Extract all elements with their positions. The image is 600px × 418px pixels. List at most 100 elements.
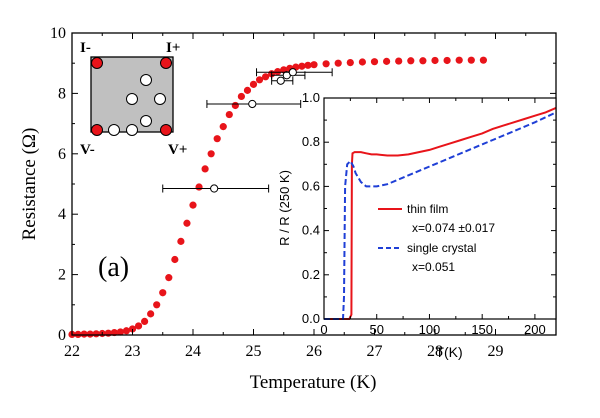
main-y-tick-label: 6 xyxy=(58,146,66,163)
resistance-data-point xyxy=(237,92,245,101)
white-contact xyxy=(140,74,152,86)
white-contact xyxy=(140,115,152,127)
resistance-data-point xyxy=(141,317,149,326)
resistance-data-point xyxy=(262,73,270,81)
diagram-label-v-minus: V- xyxy=(80,142,95,158)
resistance-data-point xyxy=(443,56,451,65)
white-contact xyxy=(126,93,138,105)
inset-y-tick-label: 1.0 xyxy=(302,90,320,105)
resistance-data-point xyxy=(116,328,124,336)
diagram-label-v-plus: V+ xyxy=(168,142,187,158)
resistance-data-point xyxy=(479,56,487,64)
main-x-tick-label: 27 xyxy=(367,343,383,360)
main-x-tick-label: 28 xyxy=(427,343,443,360)
resistance-data-point xyxy=(134,322,143,330)
inset-background xyxy=(324,98,556,319)
inset-y-tick-label: 0.4 xyxy=(302,223,320,238)
resistance-data-point xyxy=(165,274,173,282)
inset-curves xyxy=(324,106,557,320)
resistance-data-point xyxy=(86,330,94,338)
resistance-data-point xyxy=(346,58,354,67)
white-contact xyxy=(108,124,120,136)
inset-x-tick-label: 150 xyxy=(471,322,493,337)
resistance-data-point xyxy=(304,61,312,69)
diagram-label-i-minus: I- xyxy=(80,40,91,56)
resistance-data-point xyxy=(249,80,258,88)
resistance-data-point xyxy=(171,255,179,264)
resistance-data-point xyxy=(407,57,415,65)
main-y-tick-label: 10 xyxy=(50,25,66,42)
resistance-data-point xyxy=(153,301,161,309)
resistance-data-point xyxy=(455,56,463,64)
error-bar-point xyxy=(288,68,297,77)
white-contact xyxy=(126,124,138,136)
resistance-data-point xyxy=(213,135,221,143)
contact-diagram: I- I+ V- V+ xyxy=(80,40,187,158)
red-contact xyxy=(91,124,103,136)
resistance-data-point xyxy=(122,327,131,335)
resistance-data-point xyxy=(231,101,239,110)
inset-axes: 0 50 100 150 200 0.0 0.2 0.4 0.6 0.8 1.0 xyxy=(302,90,557,337)
main-x-tick-label: 29 xyxy=(488,343,504,360)
main-x-tick-label: 25 xyxy=(246,343,262,360)
inset-y-tick-label: 0.0 xyxy=(302,311,320,326)
resistance-data-point xyxy=(395,57,403,65)
main-y-tick-label: 8 xyxy=(58,85,66,102)
resistance-data-point xyxy=(358,58,366,66)
resistance-data-point xyxy=(310,61,318,69)
inset-plot: 0 50 100 150 200 0.0 0.2 0.4 0.6 0.8 1.0 T(K) R / … xyxy=(277,90,557,360)
inset-x-tick-label: 0 xyxy=(320,322,327,337)
resistance-data-point xyxy=(177,237,185,245)
error-bar-point xyxy=(210,184,219,193)
inset-x-axis-label: T(K) xyxy=(435,344,462,360)
main-x-tick-label: 24 xyxy=(185,343,201,360)
resistance-data-point xyxy=(419,57,427,65)
resistance-data-point xyxy=(225,110,233,119)
white-contact xyxy=(154,93,166,105)
inset-legend: thin film x=0.074 ±0.017 single crystal … xyxy=(378,202,495,274)
main-y-tick-label: 2 xyxy=(58,267,66,284)
resistance-data-point xyxy=(183,219,191,227)
resistance-data-point xyxy=(383,57,391,65)
error-bar-point xyxy=(276,76,285,85)
legend-annotation-single-crystal: x=0.051 xyxy=(412,260,455,274)
main-error-bar-points xyxy=(162,68,333,193)
inset-y-tick-label: 0.2 xyxy=(302,267,320,282)
main-y-tick-label: 4 xyxy=(58,206,66,223)
resistance-data-point xyxy=(334,59,342,67)
legend-label-thin-film: thin film xyxy=(407,202,448,216)
resistance-data-point xyxy=(255,76,264,84)
resistance-data-point xyxy=(147,310,155,318)
resistance-data-point xyxy=(243,86,252,94)
thin-film-curve xyxy=(324,106,557,320)
resistance-data-point xyxy=(159,289,167,297)
red-contact xyxy=(160,57,172,69)
red-contact xyxy=(160,124,172,136)
legend-annotation-thin-film: x=0.074 ±0.017 xyxy=(412,221,495,235)
resistance-data-point xyxy=(189,201,197,209)
error-bar-point xyxy=(248,99,257,109)
legend-label-single-crystal: single crystal xyxy=(407,241,476,255)
main-x-tick-label: 26 xyxy=(306,343,322,360)
diagram-label-i-plus: I+ xyxy=(166,40,180,56)
inset-y-axis-label: R / R (250 K) xyxy=(277,170,292,246)
panel-label: (a) xyxy=(98,252,129,283)
resistance-data-point xyxy=(128,325,137,333)
resistance-data-point xyxy=(80,330,88,338)
main-x-tick-label: 22 xyxy=(64,343,80,360)
resistance-data-point xyxy=(274,68,282,76)
red-contact xyxy=(91,57,103,69)
inset-x-tick-label: 50 xyxy=(369,322,383,337)
resistance-data-point xyxy=(370,58,379,66)
resistance-data-point xyxy=(467,56,475,64)
main-x-tick-label: 23 xyxy=(125,343,141,360)
resistance-data-point xyxy=(219,123,227,131)
resistance-data-point xyxy=(298,62,306,70)
resistance-data-point xyxy=(207,150,215,158)
resistance-data-point xyxy=(322,60,330,68)
resistance-data-point xyxy=(195,183,203,191)
resistance-data-point xyxy=(201,165,209,173)
